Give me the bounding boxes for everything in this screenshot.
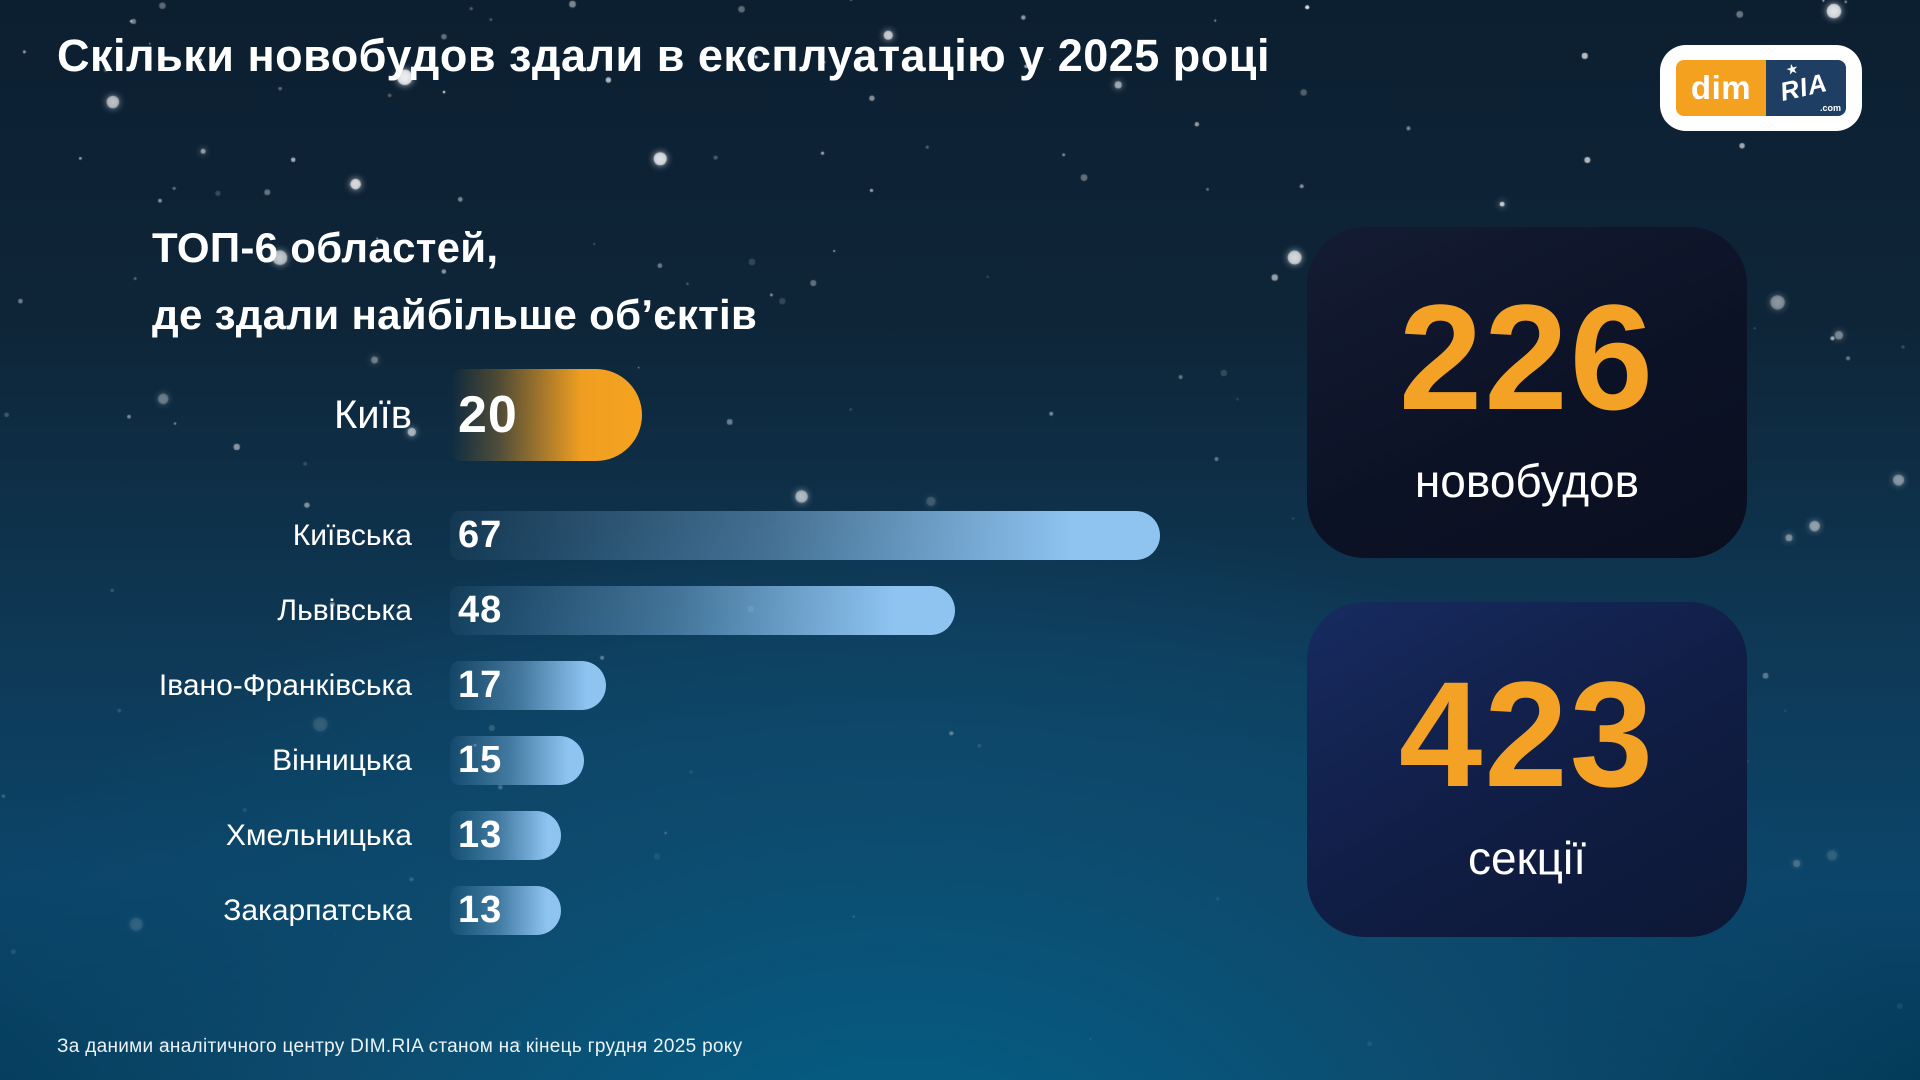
chart-heading-line1: ТОП-6 областей, <box>152 224 499 271</box>
bar-row-lvivska: Львівська 48 <box>0 586 1250 635</box>
bar-label: Вінницька <box>272 743 412 777</box>
bar-row-ivano-frankivska: Івано-Франківська 17 <box>0 661 1250 710</box>
stat-card-sektsii: 423 секції <box>1307 602 1747 937</box>
bar: 13 <box>450 811 561 860</box>
bar-label: Івано-Франківська <box>158 668 412 702</box>
stat-label: секції <box>1467 831 1587 884</box>
bar-label: Закарпатська <box>223 893 412 927</box>
source-note: За даними аналітичного центру DIM.RIA ст… <box>57 1036 743 1057</box>
dim-logo-badge: dim <box>1676 60 1766 116</box>
bar-row-zakarpatska: Закарпатська 13 <box>0 886 1250 935</box>
bar: 48 <box>450 586 955 635</box>
bar: 67 <box>450 511 1160 560</box>
bar-row-khmelnytska: Хмельницька 13 <box>0 811 1250 860</box>
bar-row-kyivska: Київська 67 <box>0 511 1250 560</box>
bar-row-vinnytska: Вінницька 15 <box>0 736 1250 785</box>
bar-highlight: 20 <box>450 369 642 461</box>
dim-ria-logo: dim ★ RIA .com <box>1660 45 1862 131</box>
bar: 15 <box>450 736 584 785</box>
bar: 17 <box>450 661 606 710</box>
bar-value: 17 <box>458 664 503 706</box>
chart-heading: ТОП-6 областей, де здали найбільше об’єк… <box>152 214 757 348</box>
bar-value: 13 <box>458 814 503 856</box>
bar-value: 20 <box>458 386 518 444</box>
stat-value: 423 <box>1398 649 1656 818</box>
stat-label: новобудов <box>1414 454 1640 507</box>
bar-label: Львівська <box>277 593 412 627</box>
bar-value: 67 <box>458 514 503 556</box>
bar: 13 <box>450 886 561 935</box>
bar-value: 15 <box>458 739 503 781</box>
bar-value: 48 <box>458 589 503 631</box>
chart-heading-line2: де здали найбільше об’єктів <box>152 291 758 338</box>
stat-value: 226 <box>1398 272 1656 441</box>
ria-logo-badge: ★ RIA .com <box>1766 60 1846 116</box>
ria-com-text: .com <box>1819 103 1841 113</box>
bar-chart: Київ 20 Київська 67 Львівська 48 Івано-Ф… <box>0 369 1250 961</box>
bar-row-kyiv: Київ 20 <box>0 369 1250 461</box>
logo-inner: dim ★ RIA .com <box>1676 60 1846 116</box>
ria-logo-text: RIA <box>1777 67 1831 108</box>
stat-card-novobudov: 226 новобудов <box>1307 227 1747 558</box>
bar-value: 13 <box>458 889 503 931</box>
bar-label: Київ <box>333 392 412 437</box>
page-title: Скільки новобудов здали в експлуатацію у… <box>57 30 1270 81</box>
bar-label: Київська <box>292 518 412 552</box>
bar-label: Хмельницька <box>225 818 412 852</box>
